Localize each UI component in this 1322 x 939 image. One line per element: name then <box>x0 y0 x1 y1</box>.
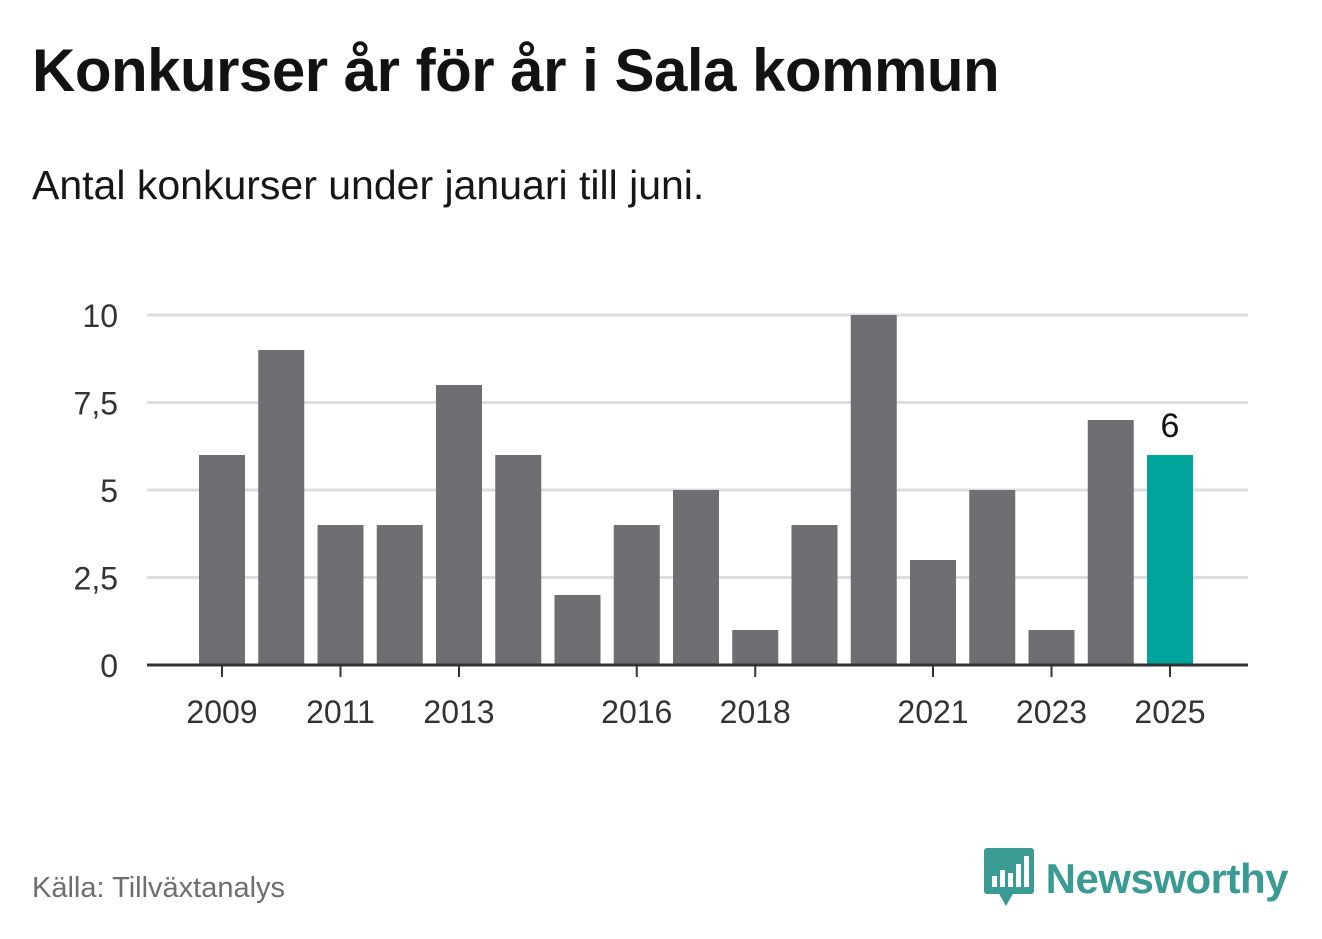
bar-2017 <box>673 490 719 665</box>
y-tick-label: 10 <box>82 298 118 334</box>
bars <box>199 315 1193 665</box>
bar-chart: 02,557,510 2009 2011 2013 2016 2018 2021 2023 2… <box>74 298 1248 730</box>
x-tick-label: 2016 <box>601 694 672 730</box>
x-tick-label: 2013 <box>423 694 494 730</box>
data-label: 6 <box>1161 407 1180 445</box>
bar-2013 <box>436 385 482 665</box>
bar-2014 <box>495 455 542 665</box>
bar-2016 <box>613 525 660 665</box>
brand-name: Newsworthy <box>1045 855 1289 902</box>
bar-2019 <box>791 525 838 665</box>
bar-2011 <box>317 525 364 665</box>
x-tick-label: 2011 <box>306 694 375 730</box>
bar-2021 <box>910 560 956 665</box>
bar-2010 <box>258 350 305 665</box>
x-tick-label: 2025 <box>1134 694 1205 730</box>
x-axis-ticks: 2009 2011 2013 2016 2018 2021 2023 2025 <box>186 665 1206 730</box>
bar-2018 <box>732 630 779 665</box>
source-note: Källa: Tillväxtanalys <box>32 872 286 904</box>
data-labels: 6 <box>1158 404 1183 448</box>
bar-2012 <box>376 525 423 665</box>
newsworthy-logo-icon <box>983 848 1034 906</box>
x-tick-label: 2023 <box>1016 694 1087 730</box>
y-tick-label: 7,5 <box>74 386 118 422</box>
bar-2025 <box>1147 455 1193 665</box>
bar-2022 <box>969 490 1016 665</box>
x-tick-label: 2018 <box>720 694 791 730</box>
bar-2015 <box>554 595 601 665</box>
y-tick-label: 2,5 <box>74 561 118 597</box>
bar-2024 <box>1087 420 1134 665</box>
y-tick-label: 0 <box>100 648 118 684</box>
y-tick-label: 5 <box>100 473 118 509</box>
y-axis-ticks: 0 2,5 5 7,5 10 <box>74 298 118 684</box>
bar-2023 <box>1028 630 1075 665</box>
chart-title: Konkurser år för år i Sala kommun <box>32 37 1000 104</box>
x-tick-label: 2009 <box>186 694 257 730</box>
bar-2009 <box>199 455 245 665</box>
x-tick-label: 2021 <box>897 694 968 730</box>
chart-subtitle: Antal konkurser under januari till juni. <box>32 162 705 208</box>
bar-2020 <box>850 315 897 665</box>
brand-logo: Newsworthy <box>983 848 1289 910</box>
